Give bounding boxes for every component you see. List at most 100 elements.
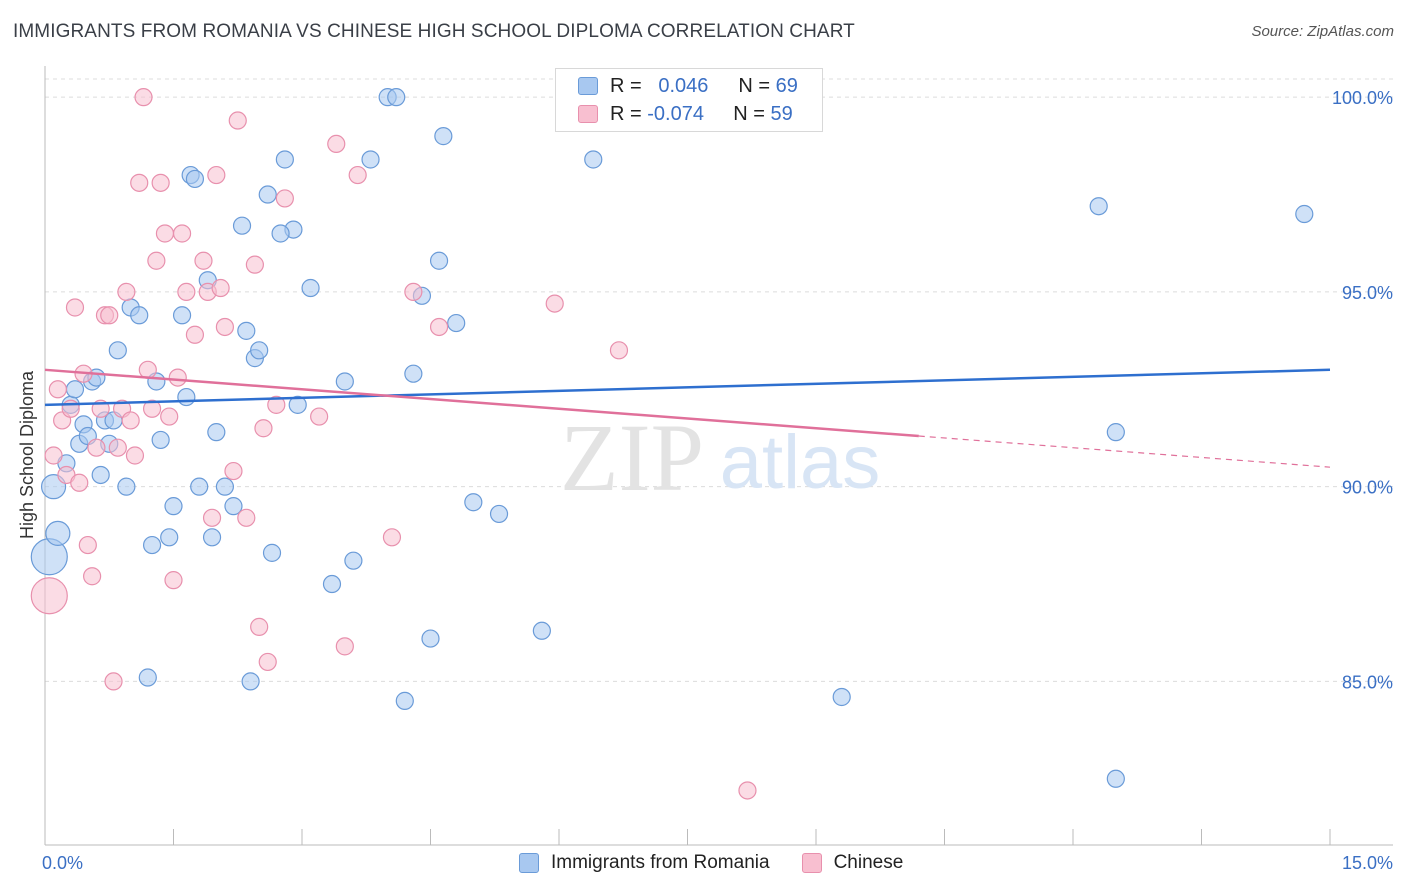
legend-row-chinese: R = -0.074 N = 59 bbox=[578, 101, 793, 127]
point-romania bbox=[335, 372, 354, 391]
point-romania bbox=[215, 477, 234, 496]
series-name-romania: Immigrants from Romania bbox=[551, 852, 770, 873]
point-chinese bbox=[65, 298, 85, 317]
point-romania bbox=[1089, 197, 1108, 216]
point-chinese bbox=[215, 317, 234, 337]
point-chinese bbox=[738, 781, 757, 800]
y-tick-label: 85.0% bbox=[1342, 672, 1393, 692]
point-chinese bbox=[104, 672, 123, 691]
legend-row-romania: R = 0.046 N = 69 bbox=[578, 73, 798, 99]
point-chinese bbox=[429, 317, 449, 337]
point-chinese bbox=[327, 134, 346, 153]
point-romania bbox=[224, 497, 243, 516]
point-chinese bbox=[155, 224, 175, 243]
legend-swatch-romania bbox=[578, 77, 598, 95]
x-tick-label: 15.0% bbox=[1342, 853, 1393, 873]
legend-n-label: N = bbox=[738, 74, 771, 97]
point-chinese bbox=[160, 407, 179, 426]
point-romania bbox=[387, 88, 406, 107]
point-chinese bbox=[147, 251, 166, 270]
y-tick-label: 95.0% bbox=[1342, 283, 1393, 303]
y-tick-label: 90.0% bbox=[1342, 478, 1393, 498]
point-chinese bbox=[108, 438, 127, 457]
series-name-chinese: Chinese bbox=[833, 852, 904, 873]
y-tick-label: 100.0% bbox=[1332, 88, 1393, 108]
series-swatch-chinese bbox=[801, 853, 822, 873]
x-tick-label: 0.0% bbox=[42, 853, 83, 873]
point-romania bbox=[429, 251, 449, 270]
point-romania bbox=[1295, 204, 1314, 224]
point-romania bbox=[151, 430, 170, 450]
point-chinese bbox=[404, 282, 423, 302]
series-legend-chinese: Chinese bbox=[801, 852, 904, 874]
point-romania bbox=[160, 528, 179, 547]
point-chinese bbox=[250, 617, 269, 636]
point-chinese bbox=[237, 508, 256, 527]
point-romania bbox=[237, 321, 256, 340]
legend-n-value-chinese: 59 bbox=[770, 102, 793, 125]
point-chinese bbox=[142, 399, 162, 418]
point-romania bbox=[65, 380, 85, 399]
point-romania bbox=[258, 185, 277, 204]
point-romania bbox=[130, 306, 149, 325]
point-chinese bbox=[164, 571, 183, 590]
trend-line-chinese bbox=[44, 368, 919, 438]
point-romania bbox=[395, 691, 414, 710]
point-chinese bbox=[224, 461, 243, 481]
point-romania bbox=[434, 127, 453, 146]
point-romania bbox=[489, 504, 509, 524]
point-romania bbox=[404, 364, 423, 383]
trend-lines bbox=[44, 368, 1331, 468]
point-romania bbox=[138, 668, 157, 687]
point-chinese bbox=[335, 637, 354, 656]
point-chinese bbox=[185, 325, 205, 344]
point-chinese bbox=[130, 173, 149, 192]
gridlines bbox=[45, 78, 1393, 682]
point-chinese bbox=[207, 165, 226, 185]
point-romania bbox=[185, 169, 205, 189]
point-chinese bbox=[30, 577, 68, 615]
point-chinese bbox=[194, 251, 213, 270]
point-chinese bbox=[382, 528, 402, 547]
point-romania bbox=[262, 543, 282, 562]
legend-r-label: R = bbox=[610, 102, 642, 125]
point-chinese bbox=[310, 407, 329, 426]
point-romania bbox=[271, 224, 290, 243]
point-romania bbox=[250, 341, 269, 360]
point-romania bbox=[421, 629, 440, 648]
point-chinese bbox=[78, 535, 97, 555]
point-romania bbox=[241, 672, 260, 691]
point-chinese bbox=[138, 360, 157, 379]
point-romania bbox=[584, 150, 603, 169]
point-romania bbox=[142, 535, 162, 555]
point-romania bbox=[1106, 769, 1125, 788]
point-romania bbox=[202, 528, 222, 547]
legend-r-value-chinese: -0.074 bbox=[647, 102, 704, 125]
point-romania bbox=[832, 687, 851, 707]
point-romania bbox=[232, 216, 252, 235]
series-swatch-romania bbox=[519, 853, 539, 873]
point-chinese bbox=[254, 419, 273, 438]
point-chinese bbox=[168, 368, 187, 387]
source-label: Source: ZipAtlas.com bbox=[1251, 23, 1394, 40]
trend-line-chinese-extension bbox=[918, 435, 1331, 468]
point-romania bbox=[1106, 423, 1125, 442]
point-chinese bbox=[134, 88, 153, 107]
point-chinese bbox=[245, 255, 264, 274]
point-romania bbox=[301, 278, 320, 298]
legend-n-value-romania: 69 bbox=[775, 74, 798, 97]
point-romania bbox=[288, 395, 307, 414]
point-chinese bbox=[70, 473, 89, 492]
point-romania bbox=[207, 423, 226, 442]
series-legend-romania: Immigrants from Romania bbox=[519, 852, 770, 874]
point-chinese bbox=[48, 380, 67, 399]
point-romania bbox=[117, 477, 136, 496]
axis-labels: 85.0% 90.0% 95.0% 100.0% 0.0% 15.0% bbox=[42, 88, 1393, 873]
point-romania bbox=[464, 493, 483, 512]
chart-title: IMMIGRANTS FROM ROMANIA VS CHINESE HIGH … bbox=[13, 21, 855, 42]
point-romania bbox=[108, 341, 127, 360]
trend-line-romania bbox=[44, 368, 1331, 407]
point-chinese bbox=[348, 165, 367, 185]
watermark-zip: ZIP bbox=[560, 404, 704, 511]
